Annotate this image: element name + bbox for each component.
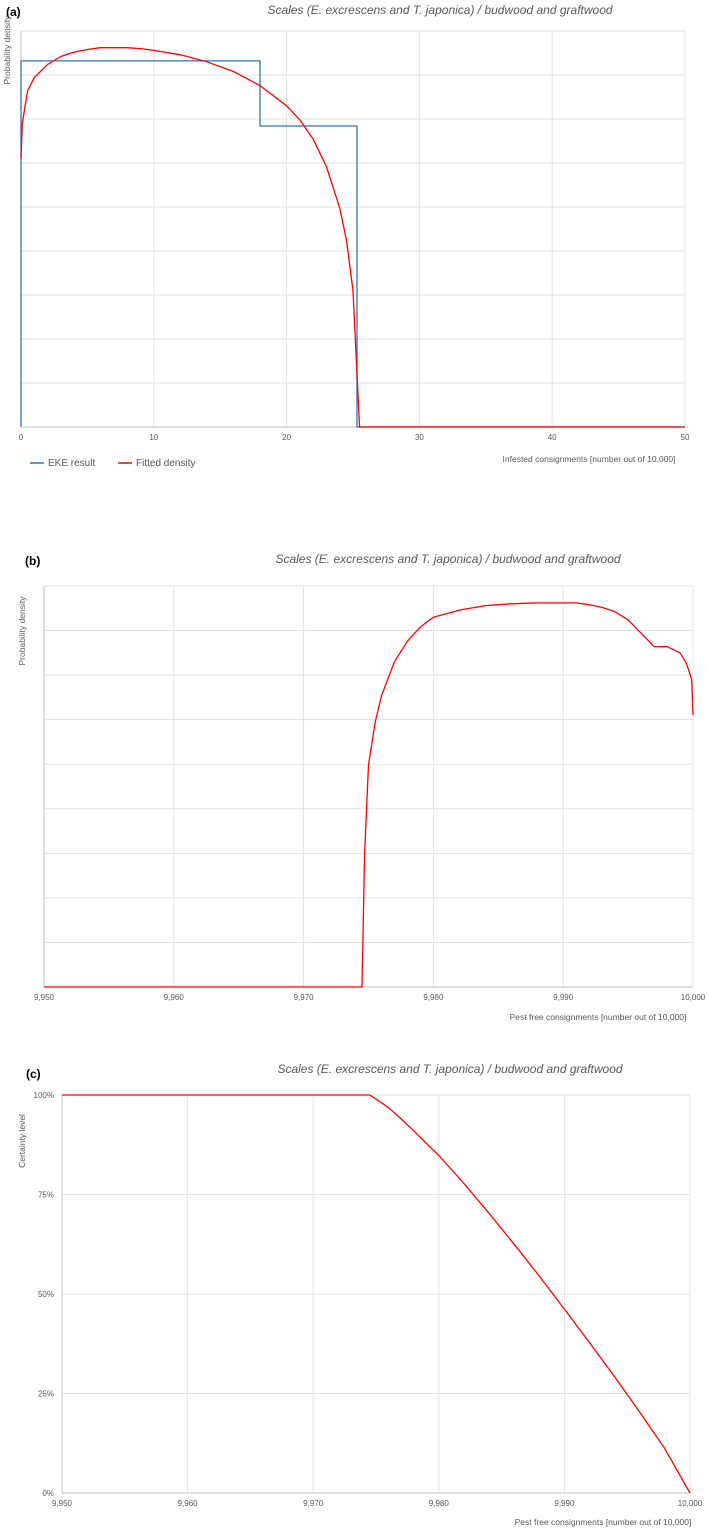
x-tick-label: 9,960	[164, 993, 185, 1002]
y-tick-label: 100%	[34, 1091, 54, 1100]
x-axis-label: Infested consignments [number out of 10,…	[503, 454, 676, 464]
x-tick-label: 9,960	[178, 1499, 199, 1508]
x-tick-label: 10	[149, 433, 158, 442]
x-tick-label: 9,970	[303, 1499, 324, 1508]
chart-panel-0: (a) Scales (E. excrescens and T. japonica…	[2, 3, 690, 469]
chart-title: Scales (E. excrescens and T. japonica) /…	[267, 3, 612, 17]
y-tick-label: 75%	[38, 1191, 54, 1200]
x-tick-label: 9,990	[553, 993, 574, 1002]
x-tick-label: 9,970	[294, 993, 315, 1002]
y-axis-label: Probability density	[2, 15, 12, 85]
series-fitted-density	[20, 47, 685, 428]
x-tick-label: 10,000	[681, 993, 706, 1002]
x-tick-label: 9,950	[52, 1499, 73, 1508]
chart-title: Scales (E. excrescens and T. japonica) /…	[275, 552, 620, 566]
y-tick-label: 50%	[38, 1290, 54, 1299]
series-eke-result	[20, 60, 685, 428]
x-tick-label: 40	[548, 433, 557, 442]
chart-panel-2: (c) Scales (E. excrescens and T. japonica…	[17, 1062, 703, 1527]
x-axis-label: Pest free consignments [number out of 10…	[515, 1517, 692, 1527]
x-tick-label: 10,000	[678, 1499, 703, 1508]
chart-panel-1: (b) Scales (E. excrescens and T. japonica…	[17, 552, 706, 1022]
x-axis-label: Pest free consignments [number out of 10…	[510, 1012, 687, 1022]
panel-label: (c)	[26, 1067, 41, 1081]
x-tick-label: 9,980	[429, 1499, 450, 1508]
x-tick-label: 9,980	[423, 993, 444, 1002]
series-line	[62, 1094, 691, 1494]
y-tick-label: 25%	[38, 1390, 54, 1399]
x-tick-label: 9,950	[34, 993, 55, 1002]
y-tick-label: 0%	[42, 1489, 54, 1498]
series-line	[44, 602, 694, 988]
chart-title: Scales (E. excrescens and T. japonica) /…	[277, 1062, 622, 1076]
x-tick-label: 9,990	[554, 1499, 575, 1508]
y-axis-label: Probability density	[17, 596, 27, 666]
x-tick-label: 30	[415, 433, 424, 442]
y-axis-label: Certainty level	[17, 1114, 27, 1168]
panel-label: (b)	[25, 554, 40, 568]
legend-label: EKE result	[48, 458, 95, 469]
x-tick-label: 20	[282, 433, 291, 442]
x-tick-label: 50	[681, 433, 690, 442]
panel-label: (a)	[6, 5, 21, 19]
legend-label: Fitted density	[136, 458, 195, 469]
x-tick-label: 0	[19, 433, 24, 442]
